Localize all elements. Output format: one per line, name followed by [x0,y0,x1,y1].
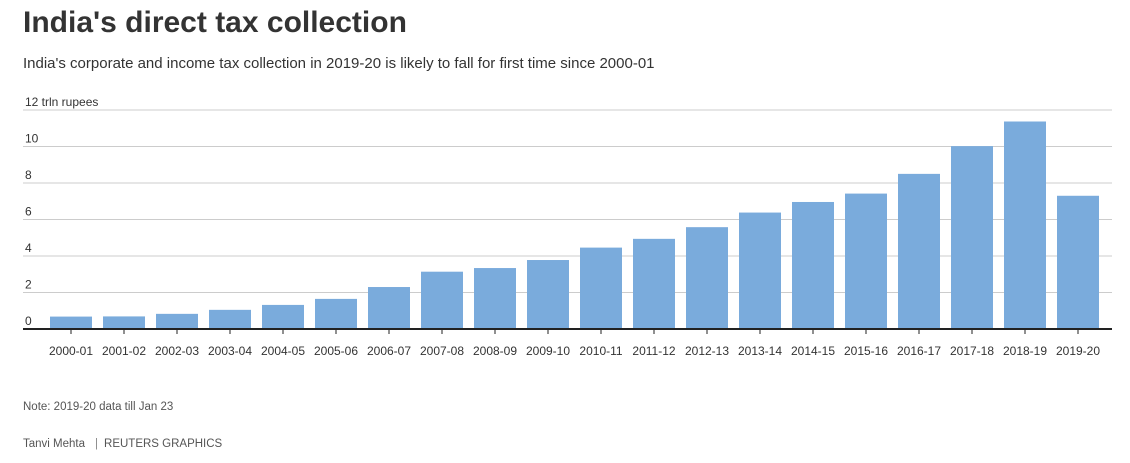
bar [580,247,622,329]
bar [156,313,198,329]
x-tick-label: 2015-16 [844,344,888,358]
bar [50,316,92,329]
y-tick-label: 6 [25,205,32,219]
bar [103,316,145,329]
y-tick-label: 2 [25,278,32,292]
x-tick-label: 2019-20 [1056,344,1100,358]
bar [951,146,993,329]
author-name: Tanvi Mehta [23,438,86,450]
y-tick-label: 12 trln rupees [25,95,98,109]
x-tick-label: 2018-19 [1003,344,1047,358]
bar-chart: 0 2 4 6 8 10 12 trln rupees 2000-01 2001-02 2002-… [23,95,1112,358]
bar [792,201,834,329]
x-tick-label: 2017-18 [950,344,994,358]
bar [262,304,304,329]
x-tick-label: 2002-03 [155,344,199,358]
bar [1057,195,1099,329]
x-tick-label: 2013-14 [738,344,782,358]
bar [686,227,728,329]
source-label: REUTERS GRAPHICS [104,438,223,450]
bar [209,309,251,329]
x-tick-label: 2007-08 [420,344,464,358]
x-tick-label: 2001-02 [102,344,146,358]
y-tick-label: 8 [25,168,32,182]
x-tick-label: 2010-11 [579,344,622,358]
x-tick-label: 2006-07 [367,344,411,358]
x-tick-label: 2008-09 [473,344,517,358]
y-tick-label: 0 [25,314,32,328]
bar [527,260,569,329]
chart-subtitle: India's corporate and income tax collect… [23,55,655,72]
x-tick-label: 2014-15 [791,344,835,358]
bar [898,173,940,329]
x-tick-label: 2012-13 [685,344,729,358]
x-tick-label: 2011-12 [632,344,675,358]
chart-note: Note: 2019-20 data till Jan 23 [23,401,174,413]
chart-title: India's direct tax collection [23,6,407,39]
credit-line: Tanvi Mehta | REUTERS GRAPHICS [23,438,222,450]
bar [1004,121,1046,329]
bar [739,212,781,329]
credit-separator: | [95,438,99,450]
bar [845,193,887,329]
bar [474,268,516,329]
x-tick-label: 2000-01 [49,344,93,358]
bar [315,298,357,329]
x-tick-label: 2005-06 [314,344,358,358]
bar [421,271,463,329]
bar [633,238,675,329]
bar [368,287,410,329]
x-tick-label: 2003-04 [208,344,252,358]
x-tick-label: 2016-17 [897,344,941,358]
y-tick-label: 4 [25,241,32,255]
x-tick-label: 2009-10 [526,344,570,358]
x-tick-label: 2004-05 [261,344,305,358]
y-tick-label: 10 [25,132,39,146]
